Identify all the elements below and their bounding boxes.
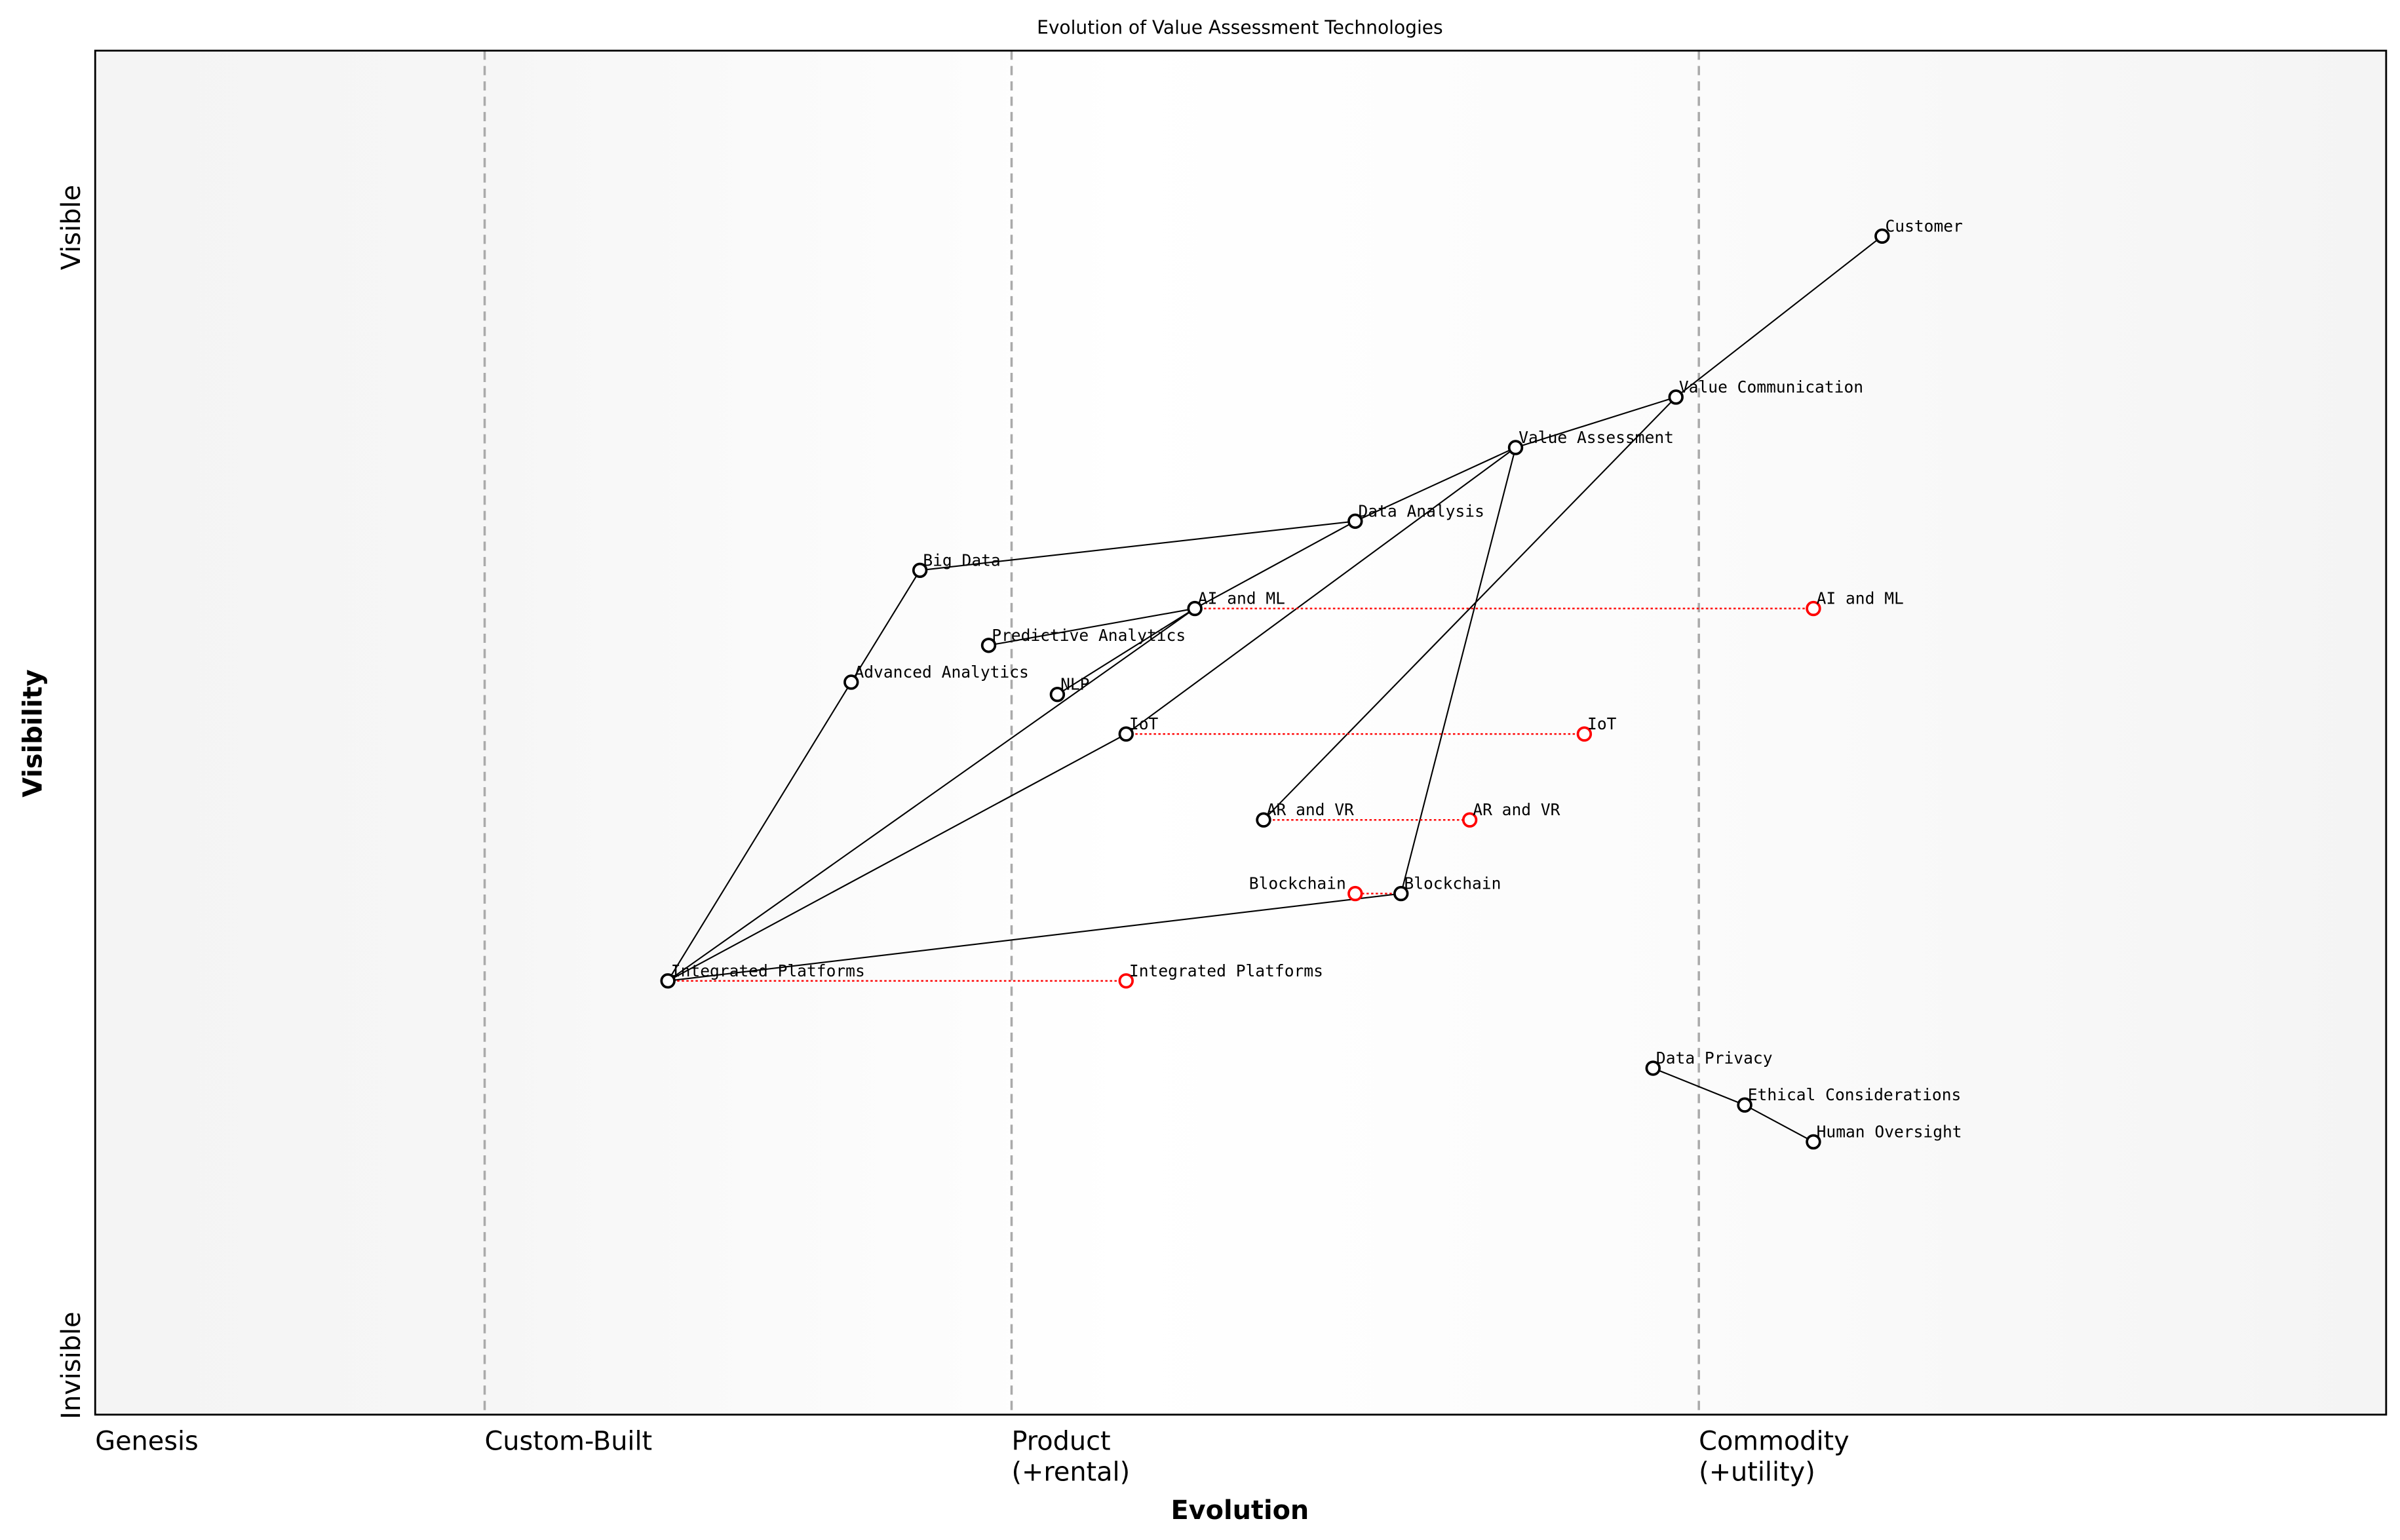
node-label-ar-and-vr: AR and VR — [1267, 800, 1354, 819]
chart-title: Evolution of Value Assessment Technologi… — [1037, 17, 1443, 39]
node-integrated-platforms — [660, 973, 676, 989]
node-label-value-communication: Value Communication — [1679, 377, 1863, 396]
node-label-nlp: NLP — [1060, 675, 1089, 694]
x-tick-custom-built: Custom-Built — [484, 1427, 652, 1457]
node-iot — [1118, 726, 1134, 742]
evolved-node-ai-and-ml — [1806, 600, 1821, 617]
node-data-privacy — [1645, 1060, 1661, 1076]
node-label-data-privacy: Data Privacy — [1656, 1049, 1773, 1068]
link-ai-and-ml-to-predictive-analytics — [988, 607, 1195, 646]
node-predictive-analytics — [980, 638, 997, 653]
links — [667, 235, 1883, 1143]
link-iot-to-integrated-platforms — [667, 733, 1127, 982]
node-value-communication — [1668, 389, 1684, 405]
plot-frame — [94, 49, 2388, 1416]
x-tick-commodity: Commodity — [1699, 1427, 1849, 1457]
link-advanced-analytics-to-integrated-platforms — [667, 682, 852, 982]
node-label-data-analysis: Data Analysis — [1359, 501, 1484, 520]
node-label-integrated-platforms: Integrated Platforms — [671, 961, 865, 980]
components: Customer Value Communication Value Assessm… — [660, 216, 1963, 1150]
x-axis-label: Evolution — [1171, 1495, 1309, 1526]
y-label-invisible: Invisible — [56, 1312, 87, 1419]
y-label-visible: Visible — [56, 185, 87, 270]
node-data-analysis — [1347, 513, 1363, 529]
node-customer — [1874, 228, 1890, 244]
link-blockchain-to-integrated-platforms — [668, 893, 1401, 982]
plot-area — [95, 50, 2386, 1415]
link-ai-and-ml-to-integrated-platforms — [667, 607, 1195, 982]
evolved-label-iot: IoT — [1587, 714, 1617, 733]
evolved-node-ar-and-vr — [1461, 812, 1478, 828]
evolved-label-ar-and-vr: AR and VR — [1473, 800, 1560, 819]
node-big-data — [912, 562, 928, 579]
node-label-ethical-considerations: Ethical Considerations — [1748, 1085, 1962, 1104]
x-tick-sub-product: (+rental) — [1011, 1457, 1130, 1487]
link-value-communication-to-value-assessment — [1515, 396, 1676, 448]
node-ai-and-ml — [1187, 600, 1203, 617]
node-label-advanced-analytics: Advanced Analytics — [854, 663, 1028, 682]
x-ticks: Genesis Custom-Built Product(+rental) Commo… — [95, 1427, 1849, 1488]
evolved-label-blockchain: Blockchain — [1249, 874, 1346, 893]
node-human-oversight — [1806, 1134, 1821, 1150]
x-tick-genesis: Genesis — [95, 1427, 199, 1457]
node-value-assessment — [1507, 440, 1524, 455]
link-ai-and-ml-to-nlp — [1056, 607, 1195, 695]
node-label-predictive-analytics: Predictive Analytics — [992, 626, 1186, 645]
link-customer-to-value-communication — [1675, 235, 1883, 398]
evolved-label-ai-and-ml: AI and ML — [1817, 589, 1904, 608]
evolutions: AI and ML IoT AR and VR Blockchain Integrate… — [668, 589, 1904, 989]
evolved-node-blockchain — [1347, 885, 1363, 902]
link-big-data-to-advanced-analytics — [850, 569, 921, 683]
x-tick-product: Product — [1011, 1427, 1110, 1457]
node-label-big-data: Big Data — [923, 550, 1000, 569]
node-ethical-considerations — [1737, 1097, 1752, 1113]
node-ar-and-vr — [1256, 812, 1271, 828]
link-value-assessment-to-data-analysis — [1355, 447, 1516, 522]
node-advanced-analytics — [843, 674, 859, 690]
stage-dividers — [483, 50, 1700, 1415]
evolved-node-iot — [1576, 726, 1593, 742]
node-nlp — [1049, 687, 1066, 703]
link-data-privacy-to-ethical-considerations — [1652, 1068, 1745, 1106]
node-label-human-oversight: Human Oversight — [1817, 1122, 1962, 1141]
link-ethical-considerations-to-human-oversight — [1744, 1104, 1814, 1143]
node-label-blockchain: Blockchain — [1404, 874, 1501, 893]
node-label-customer: Customer — [1886, 216, 1963, 235]
node-label-value-assessment: Value Assessment — [1519, 428, 1674, 447]
link-value-communication-to-ar-and-vr — [1263, 396, 1676, 820]
x-tick-sub-commodity: (+utility) — [1699, 1457, 1815, 1487]
link-value-assessment-to-iot — [1125, 447, 1517, 735]
node-label-ai-and-ml: AI and ML — [1198, 589, 1285, 608]
node-label-iot: IoT — [1129, 714, 1159, 733]
link-data-analysis-to-ai-and-ml — [1194, 520, 1356, 609]
node-blockchain — [1393, 885, 1409, 902]
evolved-label-integrated-platforms: Integrated Platforms — [1129, 961, 1323, 980]
evolved-node-integrated-platforms — [1118, 973, 1134, 989]
link-data-analysis-to-big-data — [919, 520, 1355, 571]
y-axis-label: Visibility — [18, 669, 48, 798]
